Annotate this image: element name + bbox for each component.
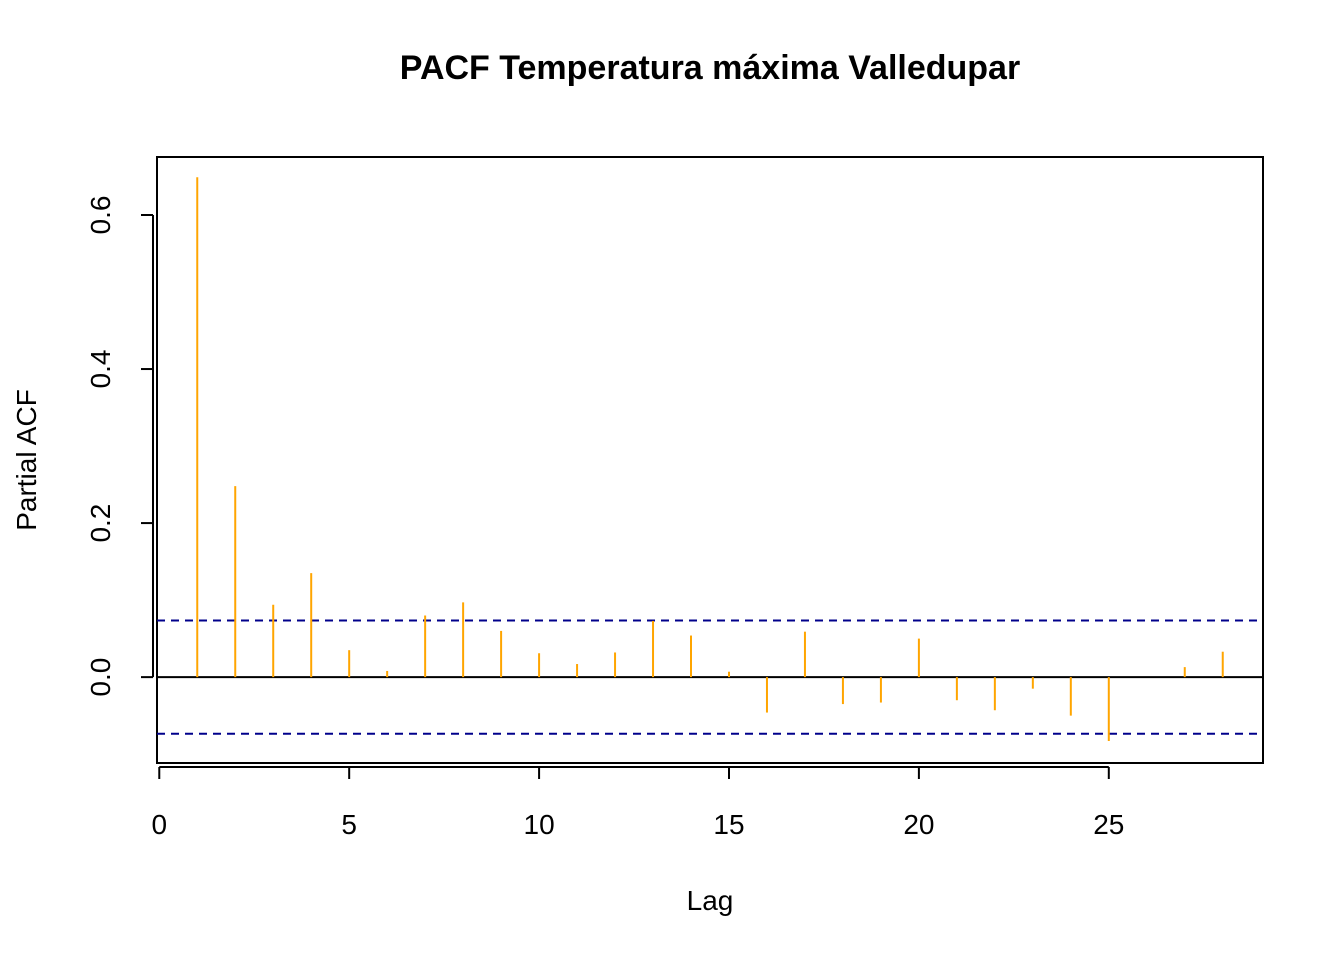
y-tick-label: 0.6: [85, 196, 116, 235]
plot-frame: [156, 156, 1264, 764]
x-tick-label: 5: [341, 809, 357, 840]
x-tick-label: 10: [524, 809, 555, 840]
x-tick-label: 0: [151, 809, 167, 840]
y-axis-title: Partial ACF: [11, 389, 42, 531]
chart-title: PACF Temperatura máxima Valledupar: [400, 49, 1020, 87]
chart-marks: 0 5 10 15 20 25 0.0 0.2 0.4 0.6: [85, 177, 1263, 840]
y-tick-label: 0.4: [85, 350, 116, 389]
x-tick-label: 20: [903, 809, 934, 840]
x-tick-label: 15: [713, 809, 744, 840]
x-axis-title: Lag: [687, 885, 734, 916]
x-tick-label: 25: [1093, 809, 1124, 840]
y-tick-label: 0.0: [85, 658, 116, 697]
y-tick-label: 0.2: [85, 504, 116, 543]
